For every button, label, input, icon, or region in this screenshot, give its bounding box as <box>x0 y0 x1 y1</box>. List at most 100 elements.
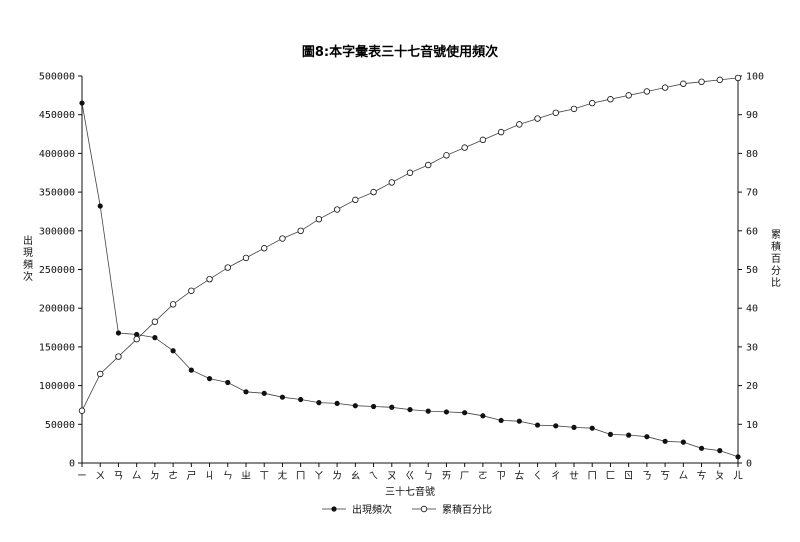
legend-label-frequency: 出現頻次 <box>352 503 392 516</box>
x-tick-label: ㄌ <box>332 470 342 482</box>
x-tick-label: ㄐ <box>205 471 215 482</box>
y-tick-right-label: 70 <box>746 188 758 199</box>
cumulative-point <box>425 161 432 169</box>
cumulative-point <box>643 88 651 95</box>
frequency-point <box>370 403 377 410</box>
x-tick-label: ㄤ <box>277 470 287 482</box>
x-tick-label: ㄇ <box>296 471 306 482</box>
y-tick-right-label: 100 <box>746 72 764 83</box>
cumulative-point <box>315 215 323 223</box>
x-tick-label: ㄒ <box>259 471 269 482</box>
frequency-point <box>389 404 395 410</box>
frequency-point <box>735 454 741 460</box>
y-tick-right-label: 80 <box>746 149 758 160</box>
cumulative-point <box>534 115 541 122</box>
x-tick-label: ㄈ <box>605 471 615 482</box>
frequency-point <box>79 100 85 106</box>
x-tick-label: ㄦ <box>733 470 743 482</box>
y-axis-label-right: 累積百分比 <box>771 229 781 289</box>
cumulative-point <box>406 169 414 176</box>
frequency-point <box>480 413 486 419</box>
x-ticks: ㄧㄨㄢㄙㄉㄜㄕㄐㄣㄓㄒㄤㄇㄚㄌㄠㄟㄡㄍㄅㄞㄏㄛㄗㄊㄑㄔㄝㄇㄈㄖㄋㄎㄙㄘㄆㄦ <box>77 463 743 482</box>
y-tick-left-label: 100000 <box>39 381 75 392</box>
x-tick-label: ㄜ <box>168 470 178 482</box>
cumulative-point <box>115 353 122 360</box>
cumulative-point <box>370 188 377 196</box>
y-tick-left-label: 400000 <box>39 149 75 160</box>
y-tick-right-label: 40 <box>746 304 758 315</box>
x-tick-label: ㄨ <box>95 471 105 482</box>
frequency-point <box>662 438 668 444</box>
y-axis-label-left: 出現頻次 <box>23 234 33 283</box>
frequency-point <box>644 434 650 440</box>
x-tick-label: ㄧ <box>77 471 87 482</box>
frequency-point <box>225 379 231 386</box>
y-ticks-right: 0 10 20 30 40 50 60 70 80 90 100 <box>738 72 764 470</box>
y-tick-right-label: 60 <box>746 226 758 237</box>
y-tick-left-label: 0 <box>69 459 75 470</box>
legend-marker-frequency <box>331 506 337 512</box>
chart-title: 圖8:本字彙表三十七音號使用頻次 <box>302 44 498 60</box>
x-tick-label: ㄙ <box>132 470 142 482</box>
x-axis-label: 三十七音號 <box>385 485 435 498</box>
x-tick-label: ㄎ <box>660 471 670 482</box>
x-tick-label: ㄏ <box>460 471 470 482</box>
x-tick-label: ㄖ <box>624 471 634 482</box>
cumulative-point <box>133 335 140 343</box>
frequency-point <box>717 448 723 454</box>
frequency-point <box>316 400 322 406</box>
cumulative-point <box>589 99 596 107</box>
cumulative-point <box>151 318 159 325</box>
cumulative-point <box>661 84 669 91</box>
cumulative-point <box>698 78 705 86</box>
x-tick-label: ㄉ <box>150 470 160 482</box>
y-tick-left-label: 500000 <box>39 72 75 83</box>
y-tick-left-label: 250000 <box>39 265 75 276</box>
x-tick-label: ㄞ <box>441 471 451 482</box>
cumulative-point <box>625 92 632 99</box>
cumulative-point <box>570 105 578 113</box>
cumulative-point <box>279 235 286 242</box>
x-tick-label: ㄗ <box>496 471 506 482</box>
cumulative-point <box>461 144 468 151</box>
cumulative-point <box>607 96 614 103</box>
cumulative-point <box>716 76 723 84</box>
x-tick-label: ㄅ <box>423 470 433 482</box>
x-tick-label: ㄛ <box>478 471 488 482</box>
y-tick-left-label: 350000 <box>39 188 75 199</box>
y-tick-right-label: 50 <box>746 265 758 276</box>
cumulative-point <box>78 407 86 414</box>
cumulative-point <box>297 227 304 234</box>
y-tick-left-label: 200000 <box>39 304 75 315</box>
x-tick-label: ㄝ <box>569 470 579 482</box>
cumulative-point <box>206 275 213 283</box>
y-tick-left-label: 150000 <box>39 342 75 353</box>
axis-label-char: 現 <box>23 247 33 259</box>
x-tick-label: ㄚ <box>314 471 324 482</box>
cumulative-point <box>479 136 487 144</box>
series-lines <box>81 77 739 458</box>
x-tick-label: ㄓ <box>241 470 251 482</box>
frequency-point <box>206 376 213 382</box>
x-tick-label: ㄣ <box>223 470 233 482</box>
frequency-point <box>553 423 559 429</box>
axes <box>81 76 739 464</box>
frequency-point <box>589 425 595 431</box>
axis-label-char: 累 <box>771 229 781 241</box>
cumulative-point <box>552 109 559 116</box>
series-line-frequency <box>81 103 739 458</box>
y-tick-right-label: 90 <box>746 110 758 121</box>
frequency-point <box>243 389 249 395</box>
x-tick-label: ㄙ <box>678 470 688 482</box>
cumulative-point <box>261 245 268 252</box>
axis-label-char: 比 <box>771 277 781 289</box>
frequency-point <box>334 400 340 407</box>
frequency-point <box>534 422 541 428</box>
x-tick-label: ㄇ <box>587 471 597 482</box>
frequency-point <box>115 330 122 336</box>
x-tick-label: ㄟ <box>369 471 379 482</box>
y-tick-left-label: 50000 <box>45 420 75 431</box>
frequency-point <box>279 394 286 400</box>
frequency-point <box>407 406 413 413</box>
